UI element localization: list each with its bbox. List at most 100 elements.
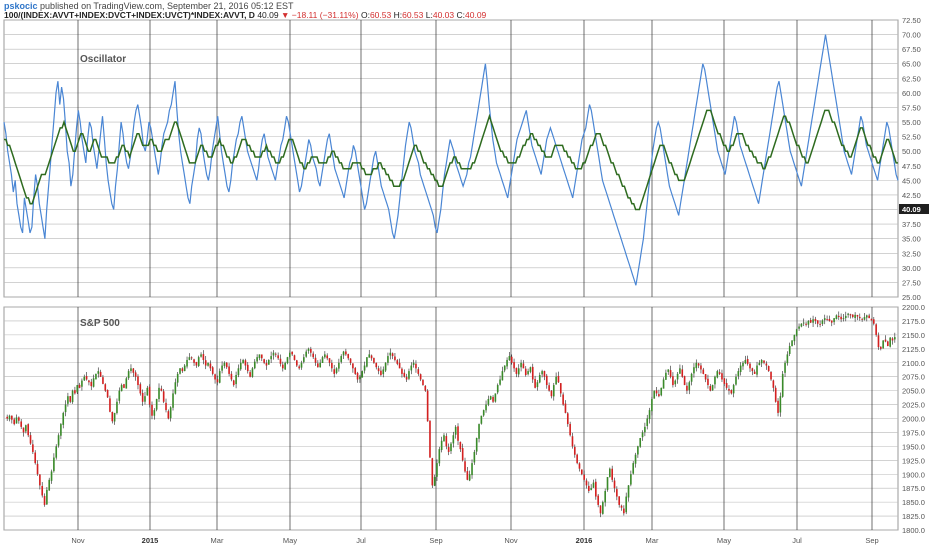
candle xyxy=(8,414,11,422)
candle xyxy=(204,356,207,370)
candle xyxy=(756,361,758,378)
candle xyxy=(566,412,569,427)
candle xyxy=(92,374,95,388)
author-link[interactable]: pskocic xyxy=(4,1,38,11)
candle xyxy=(78,382,81,389)
candle xyxy=(41,482,44,498)
candle xyxy=(382,366,385,378)
candle xyxy=(277,352,279,360)
x-tick-label: Jul xyxy=(792,536,802,545)
candle xyxy=(541,369,543,378)
candle xyxy=(29,432,32,445)
oscillator-y-tick-label: 52.50 xyxy=(902,133,921,142)
oscillator-y-tick-label: 37.50 xyxy=(902,220,921,229)
candle xyxy=(538,372,541,384)
candle xyxy=(90,378,93,391)
oscillator-y-tick-label: 60.00 xyxy=(902,89,921,98)
candle xyxy=(387,352,389,366)
candle xyxy=(763,360,765,365)
candle xyxy=(424,385,427,392)
candle xyxy=(716,369,719,379)
candle xyxy=(141,389,144,406)
candle xyxy=(312,351,314,360)
candle xyxy=(599,505,602,518)
candle xyxy=(296,359,298,368)
candle xyxy=(317,360,319,368)
candle xyxy=(665,369,667,380)
candle xyxy=(50,469,53,484)
candle xyxy=(585,478,588,489)
sp500-y-tick-label: 1850.0 xyxy=(902,498,925,507)
candle xyxy=(632,461,635,475)
candle xyxy=(324,351,326,359)
candle xyxy=(791,340,793,347)
candle xyxy=(524,366,527,377)
candle xyxy=(471,459,473,479)
candle xyxy=(223,361,226,369)
candle xyxy=(828,315,831,322)
candle xyxy=(366,357,368,368)
sp500-y-tick-label: 2150.0 xyxy=(902,331,925,340)
oscillator-y-tick-label: 57.50 xyxy=(902,103,921,112)
candle xyxy=(807,320,810,328)
candle xyxy=(165,398,167,413)
candle xyxy=(113,412,116,425)
candle xyxy=(18,416,20,424)
candle xyxy=(725,378,728,390)
candle xyxy=(230,371,233,382)
candle xyxy=(188,353,191,361)
candle xyxy=(104,383,107,392)
oscillator-y-tick-label: 45.00 xyxy=(902,176,921,185)
candle xyxy=(127,369,130,380)
candle xyxy=(503,365,506,373)
candle xyxy=(412,359,415,368)
candle xyxy=(510,354,513,365)
candle xyxy=(858,313,861,321)
oscillator-y-tick-label: 42.50 xyxy=(902,191,921,200)
candle xyxy=(683,375,686,386)
candle xyxy=(625,492,628,515)
candle xyxy=(447,443,450,456)
candle xyxy=(702,367,705,375)
candle xyxy=(788,342,791,357)
candle xyxy=(272,350,275,360)
candle xyxy=(396,359,399,366)
candle xyxy=(408,368,410,381)
oscillator-slow-line xyxy=(4,109,898,211)
symbol-text: 100/(INDEX:AVVT+INDEX:DVCT+INDEX:UVCT)*I… xyxy=(4,10,255,20)
candle xyxy=(95,373,97,380)
candle xyxy=(737,368,740,380)
candle xyxy=(760,359,763,368)
sp500-title: S&P 500 xyxy=(80,318,120,329)
candle xyxy=(578,462,581,472)
candle xyxy=(819,320,821,328)
candle xyxy=(53,453,55,473)
candle xyxy=(303,354,305,364)
candle xyxy=(249,370,251,378)
candle xyxy=(777,398,779,417)
candle xyxy=(634,452,637,468)
candle xyxy=(662,377,665,389)
candle xyxy=(842,314,845,322)
low-value: 40.03 xyxy=(432,10,455,20)
candle xyxy=(155,398,158,412)
candle xyxy=(534,375,536,389)
candle xyxy=(508,351,511,361)
candle xyxy=(256,354,258,364)
candle xyxy=(370,354,373,361)
candle xyxy=(800,323,803,328)
candle xyxy=(875,323,877,337)
candle xyxy=(805,321,807,327)
candle xyxy=(728,385,730,395)
candle xyxy=(169,406,172,422)
candle xyxy=(298,364,300,370)
candle xyxy=(225,362,228,369)
candle xyxy=(487,395,490,407)
sp500-y-tick-label: 2000.0 xyxy=(902,415,925,424)
low-label: L: xyxy=(425,10,433,20)
candle xyxy=(144,391,146,405)
candle xyxy=(55,444,58,460)
candle xyxy=(389,348,392,360)
candle xyxy=(891,337,894,345)
